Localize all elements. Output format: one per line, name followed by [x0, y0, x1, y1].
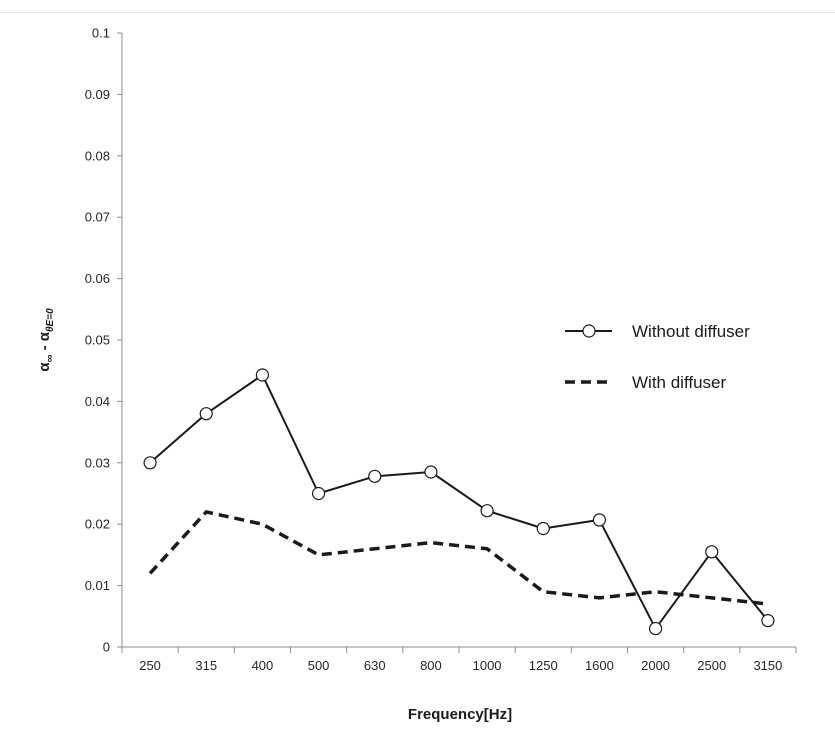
series-line-without-diffuser — [149, 373, 769, 630]
data-point-without-diffuser — [536, 521, 550, 536]
y-ticks: 0 0.01 0.02 0.03 0.04 0.05 0.06 0.07 0.08 0.09 0.1 — [85, 26, 122, 655]
x-tick-label: 2500 — [697, 658, 726, 673]
y-tick-label: 0.04 — [85, 394, 110, 409]
legend-label-with-diffuser: With diffuser — [632, 373, 727, 392]
x-tick-label: 315 — [195, 658, 217, 673]
data-point-without-diffuser — [143, 456, 157, 470]
data-point-without-diffuser — [255, 368, 270, 382]
legend-item-with-diffuser: With diffuser — [565, 373, 727, 392]
legend-marker-circle-icon — [582, 324, 596, 338]
data-point-without-diffuser — [648, 621, 663, 636]
x-tick-label: 2000 — [641, 658, 670, 673]
x-ticks: 250 315 400 500 630 800 1000 1250 1600 2000 2500 31… — [121, 647, 797, 673]
x-tick-label: 630 — [364, 658, 386, 673]
x-tick-label: 3150 — [753, 658, 782, 673]
y-axis-title-sub-theta: θE=0 — [45, 308, 56, 332]
data-point-without-diffuser — [705, 545, 719, 559]
series-line-with-diffuser — [148, 510, 769, 606]
x-axis-title: Frequency[Hz] — [408, 706, 512, 723]
y-tick-label: 0 — [103, 640, 110, 655]
y-tick-label: 0.07 — [85, 210, 110, 225]
data-point-without-diffuser — [592, 513, 607, 527]
x-tick-label: 500 — [308, 658, 330, 673]
x-tick-label: 800 — [420, 658, 442, 673]
data-point-without-diffuser — [199, 407, 213, 421]
y-axis-title-sub-infinity: ∞ — [44, 354, 56, 362]
legend: Without diffuser With diffuser — [565, 322, 750, 392]
data-point-without-diffuser — [761, 613, 775, 628]
legend-label-without-diffuser: Without diffuser — [632, 322, 750, 341]
y-axis-title: α∞ - αθE=0 — [36, 308, 56, 372]
y-axis-title-alpha: α — [36, 362, 53, 372]
y-tick-label: 0.02 — [85, 517, 110, 532]
series-layer — [143, 368, 775, 636]
x-tick-label: 1250 — [529, 658, 558, 673]
y-tick-label: 0.1 — [92, 26, 110, 41]
top-divider — [0, 12, 835, 13]
legend-item-without-diffuser: Without diffuser — [565, 322, 750, 341]
x-tick-label: 400 — [252, 658, 274, 673]
x-tick-label: 1600 — [585, 658, 614, 673]
y-tick-label: 0.06 — [85, 271, 110, 286]
y-tick-label: 0.09 — [85, 87, 110, 102]
data-point-without-diffuser — [368, 469, 382, 483]
y-axis-title-mid: - α — [36, 331, 53, 354]
data-point-without-diffuser — [480, 504, 494, 518]
data-point-without-diffuser — [424, 465, 438, 479]
y-tick-label: 0.08 — [85, 148, 110, 163]
data-point-without-diffuser — [311, 486, 326, 501]
y-tick-label: 0.01 — [85, 578, 110, 593]
y-tick-label: 0.05 — [85, 333, 110, 348]
x-tick-label: 1000 — [473, 658, 502, 673]
y-tick-label: 0.03 — [85, 455, 110, 470]
x-tick-label: 250 — [139, 658, 161, 673]
